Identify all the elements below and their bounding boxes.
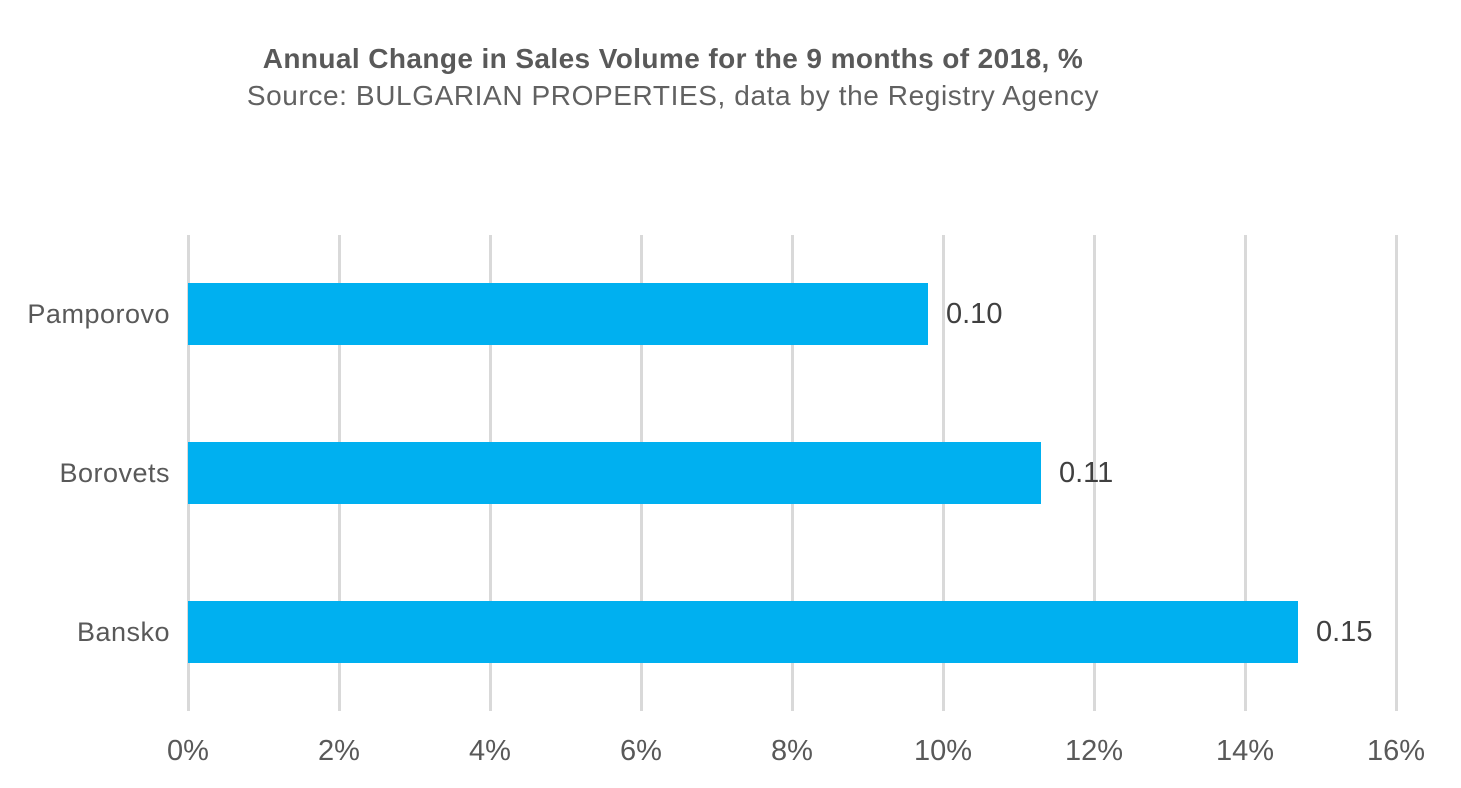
bar-pamporovo bbox=[188, 283, 928, 345]
x-axis-tick-label: 0% bbox=[167, 735, 209, 767]
category-label: Borovets bbox=[59, 458, 170, 488]
x-axis-tick-label: 8% bbox=[771, 735, 813, 767]
category-label: Bansko bbox=[76, 617, 170, 647]
category-label: Pamporovo bbox=[27, 299, 170, 329]
bar-bansko bbox=[188, 601, 1298, 663]
x-axis-tick-label: 12% bbox=[1064, 735, 1124, 767]
gridline bbox=[1394, 235, 1398, 711]
x-axis-tick-label: 6% bbox=[620, 735, 662, 767]
x-axis-tick-label: 2% bbox=[318, 735, 360, 767]
plot-area bbox=[186, 235, 1398, 711]
bar-borovets bbox=[188, 442, 1041, 504]
chart-subtitle: Source: BULGARIAN PROPERTIES, data by th… bbox=[246, 80, 1100, 111]
x-axis-tick-label: 10% bbox=[913, 735, 973, 767]
x-axis-tick-label: 4% bbox=[469, 735, 511, 767]
chart-header: Annual Change in Sales Volume for the 9 … bbox=[0, 40, 1346, 114]
gridline bbox=[1092, 235, 1096, 711]
data-label: 0.15 bbox=[1316, 616, 1373, 648]
gridline bbox=[1243, 235, 1247, 711]
data-label: 0.11 bbox=[1059, 457, 1114, 489]
x-axis-tick-label: 16% bbox=[1366, 735, 1426, 767]
data-label: 0.10 bbox=[946, 298, 1003, 330]
x-axis-tick-label: 14% bbox=[1215, 735, 1275, 767]
chart-title: Annual Change in Sales Volume for the 9 … bbox=[262, 43, 1084, 74]
